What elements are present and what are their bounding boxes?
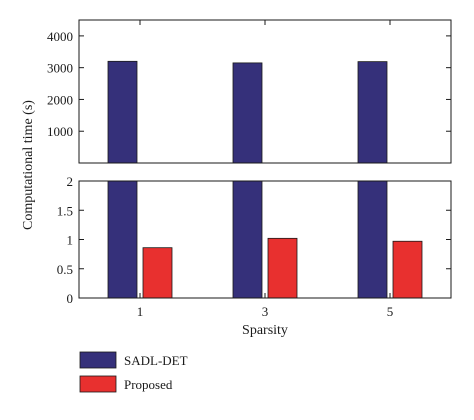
bottom-bars [107,181,423,298]
x-tick-label-5: 5 [387,304,394,319]
legend: SADL-DET Proposed [79,351,188,393]
y-tick-label-bottom: 0.5 [57,262,73,277]
bar-sadl-det-top-5 [357,61,388,163]
bar-sadl-det-bottom-1 [107,181,138,298]
legend-swatch-sadl-det [79,351,117,369]
legend-label-sadl-det: SADL-DET [124,353,188,368]
legend-swatch-proposed [79,375,117,393]
bar-sadl-det-bottom-5 [357,181,388,298]
y-tick-label-top: 4000 [47,29,73,44]
y-tick-label-bottom: 2 [67,174,74,189]
top-panel: 1000 2000 3000 4000 [47,19,452,164]
y-tick-label-top: 1000 [47,124,73,139]
y-tick-label-top: 3000 [47,61,73,76]
bar-proposed-bottom-3 [267,237,298,298]
x-tick-label-3: 3 [262,304,269,319]
bar-proposed-bottom-5 [392,240,423,298]
y-tick-label-bottom: 0 [67,291,74,306]
x-axis-label: Sparsity [242,323,288,338]
bar-sadl-det-bottom-3 [232,181,263,298]
y-tick-label-bottom: 1 [67,233,74,248]
x-tick-label-1: 1 [137,304,144,319]
bar-proposed-bottom-1 [142,247,173,298]
y-tick-label-bottom: 1.5 [57,203,73,218]
bar-sadl-det-top-1 [107,60,138,163]
top-bars [107,60,388,163]
legend-label-proposed: Proposed [124,377,173,392]
bottom-panel: 0 0.5 1 1.5 2 1 3 5 [57,174,452,319]
y-tick-label-top: 2000 [47,92,73,107]
bar-sadl-det-top-3 [232,62,263,163]
y-axis-label: Computational time (s) [21,100,36,230]
